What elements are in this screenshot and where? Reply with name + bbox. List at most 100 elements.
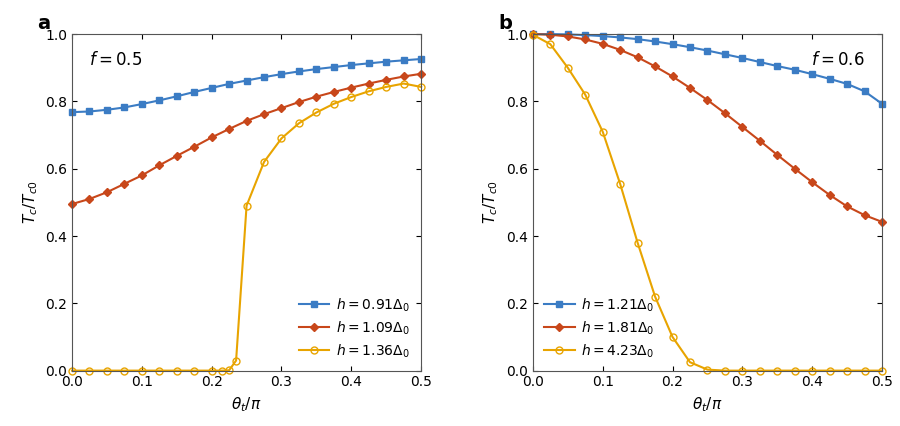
$h = 1.21\Delta_0$ xyxy=(842,81,852,86)
$h = 4.23\Delta_0$ xyxy=(754,368,765,373)
$h = 1.21\Delta_0$ xyxy=(824,76,835,81)
Text: $f = 0.5$: $f = 0.5$ xyxy=(89,51,143,69)
$h = 1.36\Delta_0$ xyxy=(119,368,130,373)
$h = 1.09\Delta_0$ xyxy=(258,112,269,117)
$h = 4.23\Delta_0$ xyxy=(580,92,590,97)
$h = 1.81\Delta_0$ xyxy=(685,85,696,90)
$h = 1.36\Delta_0$ xyxy=(416,84,427,89)
$h = 1.21\Delta_0$ xyxy=(877,101,887,106)
$h = 1.36\Delta_0$ xyxy=(399,81,410,86)
$h = 1.36\Delta_0$ xyxy=(189,368,200,373)
$h = 1.81\Delta_0$ xyxy=(842,204,852,209)
$h = 1.21\Delta_0$ xyxy=(772,63,783,69)
$h = 1.81\Delta_0$ xyxy=(544,32,555,37)
X-axis label: $\theta_t/\pi$: $\theta_t/\pi$ xyxy=(692,395,723,414)
$h = 4.23\Delta_0$ xyxy=(615,181,626,187)
$h = 1.21\Delta_0$ xyxy=(562,32,573,37)
$h = 4.23\Delta_0$ xyxy=(737,368,748,373)
$h = 0.91\Delta_0$ xyxy=(328,64,339,69)
$h = 1.81\Delta_0$ xyxy=(737,124,748,130)
Line: $h = 4.23\Delta_0$: $h = 4.23\Delta_0$ xyxy=(529,31,886,374)
$h = 0.91\Delta_0$ xyxy=(154,98,165,103)
$h = 4.23\Delta_0$ xyxy=(860,368,870,373)
$h = 1.36\Delta_0$ xyxy=(217,368,228,373)
$h = 1.21\Delta_0$ xyxy=(719,52,730,57)
$h = 4.23\Delta_0$ xyxy=(527,32,538,37)
$h = 1.36\Delta_0$ xyxy=(102,368,112,373)
$h = 1.81\Delta_0$ xyxy=(598,41,608,46)
$h = 1.36\Delta_0$ xyxy=(67,368,77,373)
$h = 1.09\Delta_0$ xyxy=(276,106,287,111)
Legend: $h = 1.21\Delta_0$, $h = 1.81\Delta_0$, $h = 4.23\Delta_0$: $h = 1.21\Delta_0$, $h = 1.81\Delta_0$, … xyxy=(540,292,659,364)
$h = 1.21\Delta_0$ xyxy=(615,35,626,40)
$h = 1.21\Delta_0$ xyxy=(667,42,678,47)
$h = 1.21\Delta_0$ xyxy=(632,37,643,42)
X-axis label: $\theta_t/\pi$: $\theta_t/\pi$ xyxy=(231,395,262,414)
$h = 1.81\Delta_0$ xyxy=(527,32,538,37)
$h = 4.23\Delta_0$ xyxy=(544,42,555,47)
$h = 1.36\Delta_0$ xyxy=(311,110,322,115)
$h = 1.36\Delta_0$ xyxy=(171,368,182,373)
$h = 1.09\Delta_0$ xyxy=(399,74,410,79)
$h = 0.91\Delta_0$ xyxy=(311,66,322,72)
$h = 1.36\Delta_0$ xyxy=(241,203,252,208)
$h = 1.36\Delta_0$ xyxy=(346,95,356,100)
$h = 0.91\Delta_0$ xyxy=(171,94,182,99)
$h = 1.21\Delta_0$ xyxy=(806,72,817,77)
$h = 1.21\Delta_0$ xyxy=(650,39,661,44)
$h = 0.91\Delta_0$ xyxy=(258,75,269,80)
$h = 1.36\Delta_0$ xyxy=(137,368,148,373)
$h = 1.81\Delta_0$ xyxy=(824,193,835,198)
$h = 0.91\Delta_0$ xyxy=(102,107,112,112)
$h = 0.91\Delta_0$ xyxy=(137,101,148,106)
$h = 0.91\Delta_0$ xyxy=(84,109,94,114)
$h = 1.81\Delta_0$ xyxy=(632,55,643,60)
$h = 1.21\Delta_0$ xyxy=(754,60,765,65)
$h = 0.91\Delta_0$ xyxy=(381,59,392,64)
$h = 1.81\Delta_0$ xyxy=(650,64,661,69)
$h = 1.09\Delta_0$ xyxy=(171,153,182,158)
$h = 1.36\Delta_0$ xyxy=(206,368,217,373)
$h = 0.91\Delta_0$ xyxy=(293,69,304,74)
$h = 1.36\Delta_0$ xyxy=(154,368,165,373)
$h = 1.09\Delta_0$ xyxy=(154,163,165,168)
$h = 1.09\Delta_0$ xyxy=(328,89,339,95)
$h = 4.23\Delta_0$ xyxy=(667,334,678,340)
$h = 1.21\Delta_0$ xyxy=(737,55,748,60)
$h = 0.91\Delta_0$ xyxy=(119,105,130,110)
$h = 1.09\Delta_0$ xyxy=(84,196,94,201)
$h = 1.81\Delta_0$ xyxy=(719,111,730,116)
$h = 1.09\Delta_0$ xyxy=(119,181,130,187)
Text: $f = 0.6$: $f = 0.6$ xyxy=(811,51,865,69)
$h = 4.23\Delta_0$ xyxy=(824,368,835,373)
$h = 1.36\Delta_0$ xyxy=(276,136,287,141)
$h = 1.81\Delta_0$ xyxy=(789,166,800,171)
$h = 4.23\Delta_0$ xyxy=(650,294,661,299)
$h = 0.91\Delta_0$ xyxy=(189,89,200,95)
$h = 1.21\Delta_0$ xyxy=(685,45,696,50)
$h = 1.36\Delta_0$ xyxy=(364,89,374,94)
$h = 4.23\Delta_0$ xyxy=(685,360,696,365)
$h = 1.21\Delta_0$ xyxy=(527,32,538,37)
$h = 4.23\Delta_0$ xyxy=(598,129,608,134)
$h = 1.36\Delta_0$ xyxy=(293,121,304,126)
$h = 0.91\Delta_0$ xyxy=(224,81,235,86)
Line: $h = 1.21\Delta_0$: $h = 1.21\Delta_0$ xyxy=(529,31,886,107)
$h = 1.36\Delta_0$ xyxy=(230,358,241,363)
$h = 4.23\Delta_0$ xyxy=(772,368,783,373)
$h = 1.81\Delta_0$ xyxy=(806,180,817,185)
Line: $h = 1.81\Delta_0$: $h = 1.81\Delta_0$ xyxy=(530,31,885,225)
$h = 0.91\Delta_0$ xyxy=(276,72,287,77)
$h = 4.23\Delta_0$ xyxy=(877,368,887,373)
$h = 1.81\Delta_0$ xyxy=(772,153,783,158)
$h = 1.09\Delta_0$ xyxy=(241,118,252,124)
$h = 1.09\Delta_0$ xyxy=(416,71,427,76)
$h = 1.21\Delta_0$ xyxy=(789,67,800,72)
Line: $h = 1.09\Delta_0$: $h = 1.09\Delta_0$ xyxy=(69,71,424,207)
$h = 1.81\Delta_0$ xyxy=(615,47,626,52)
Line: $h = 0.91\Delta_0$: $h = 0.91\Delta_0$ xyxy=(68,55,425,115)
$h = 1.36\Delta_0$ xyxy=(224,368,235,373)
$h = 1.81\Delta_0$ xyxy=(562,34,573,39)
$h = 1.81\Delta_0$ xyxy=(877,219,887,225)
$h = 1.81\Delta_0$ xyxy=(860,213,870,218)
